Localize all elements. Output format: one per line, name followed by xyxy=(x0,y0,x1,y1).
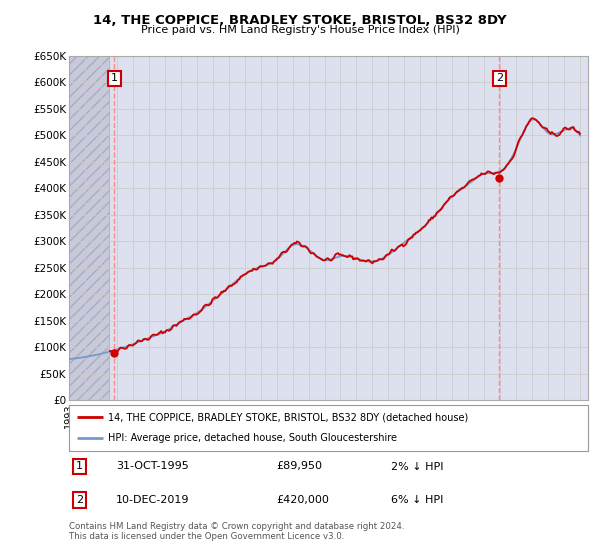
Text: 2: 2 xyxy=(76,495,83,505)
Text: 1: 1 xyxy=(76,461,83,472)
Text: 31-OCT-1995: 31-OCT-1995 xyxy=(116,461,188,472)
Text: £420,000: £420,000 xyxy=(277,495,329,505)
Bar xyxy=(69,56,109,400)
Text: 6% ↓ HPI: 6% ↓ HPI xyxy=(391,495,443,505)
Text: 1: 1 xyxy=(111,73,118,83)
Text: 2: 2 xyxy=(496,73,503,83)
Text: 14, THE COPPICE, BRADLEY STOKE, BRISTOL, BS32 8DY: 14, THE COPPICE, BRADLEY STOKE, BRISTOL,… xyxy=(93,14,507,27)
Text: 10-DEC-2019: 10-DEC-2019 xyxy=(116,495,189,505)
Text: HPI: Average price, detached house, South Gloucestershire: HPI: Average price, detached house, Sout… xyxy=(108,433,397,444)
Text: 2% ↓ HPI: 2% ↓ HPI xyxy=(391,461,443,472)
Text: 14, THE COPPICE, BRADLEY STOKE, BRISTOL, BS32 8DY (detached house): 14, THE COPPICE, BRADLEY STOKE, BRISTOL,… xyxy=(108,412,468,422)
Text: Price paid vs. HM Land Registry's House Price Index (HPI): Price paid vs. HM Land Registry's House … xyxy=(140,25,460,35)
Text: Contains HM Land Registry data © Crown copyright and database right 2024.
This d: Contains HM Land Registry data © Crown c… xyxy=(69,522,404,542)
Text: £89,950: £89,950 xyxy=(277,461,323,472)
